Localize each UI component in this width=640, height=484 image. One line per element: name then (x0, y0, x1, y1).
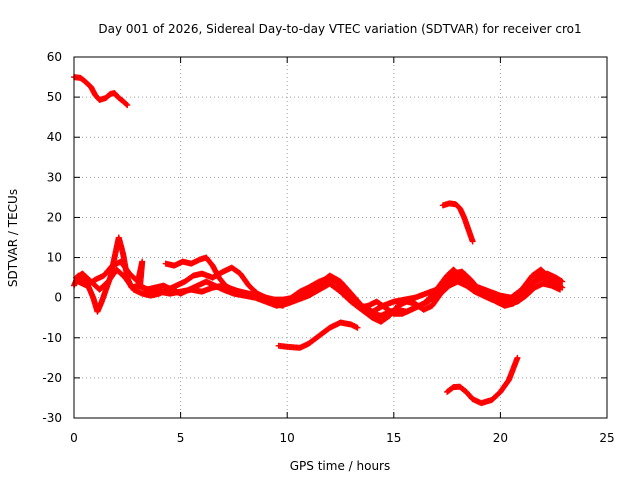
x-tick-label: 5 (177, 431, 185, 445)
x-tick-label: 25 (599, 431, 614, 445)
y-tick-label: 40 (47, 130, 62, 144)
data-point-fill (123, 101, 130, 108)
y-tick-label: 50 (47, 90, 62, 104)
data-point (124, 102, 131, 109)
series-trace-a (71, 74, 131, 109)
data-point (469, 238, 476, 245)
grid-layer (74, 57, 607, 418)
plot-frame (73, 56, 608, 419)
y-tick-label: -20 (42, 371, 62, 385)
x-tick-label: 15 (386, 431, 401, 445)
series-trace-d (444, 354, 521, 407)
y-tick-label: 60 (47, 50, 62, 64)
chart-title: Day 001 of 2026, Sidereal Day-to-day VTE… (98, 22, 581, 36)
series-trace-e (71, 234, 566, 315)
y-tick-label: -30 (42, 411, 62, 425)
data-point (557, 286, 564, 293)
x-tick-label: 10 (280, 431, 295, 445)
y-tick-label: 0 (54, 291, 62, 305)
y-axis-label: SDTVAR / TECUs (6, 189, 20, 287)
x-tick-label: 0 (70, 431, 78, 445)
axis-layer: 0 5 10 15 20 25 60 50 40 30 20 10 0 -10 -20 -30 (42, 50, 614, 445)
x-axis-label: GPS time / hours (290, 459, 391, 473)
series-trace-h (75, 258, 564, 325)
x-tick-label: 20 (493, 431, 508, 445)
y-tick-label: 20 (47, 210, 62, 224)
series-trace-g (162, 254, 566, 317)
y-tick-label: 10 (47, 251, 62, 265)
data-point (559, 278, 566, 285)
data-point (514, 354, 521, 361)
y-tick-label: 30 (47, 170, 62, 184)
series-trace-c (275, 319, 361, 351)
data-layer (71, 74, 566, 407)
series-trace-b (439, 200, 476, 245)
data-point (354, 324, 361, 331)
y-tick-label: -10 (42, 331, 62, 345)
